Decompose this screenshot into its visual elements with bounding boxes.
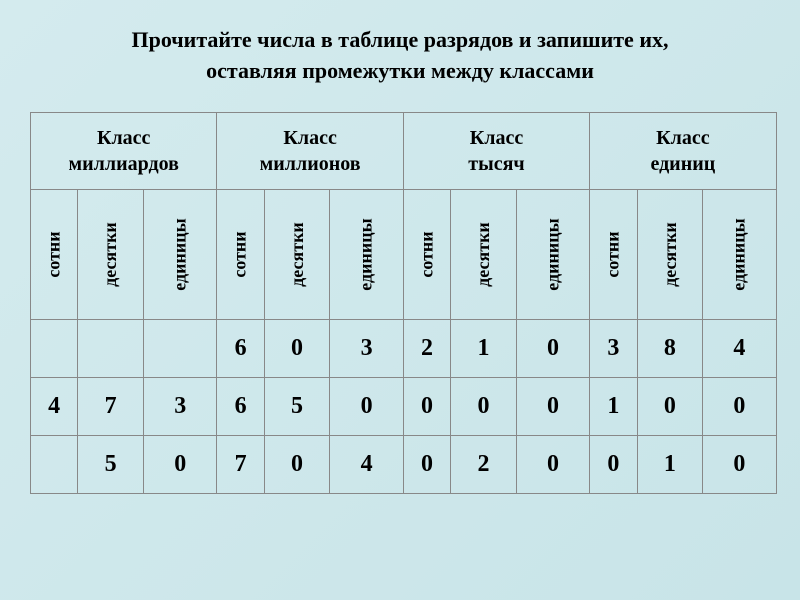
rank-cell: единицы bbox=[330, 189, 403, 319]
title-line-1: Прочитайте числа в таблице разрядов и за… bbox=[132, 27, 669, 52]
digit-cell: 4 bbox=[703, 319, 776, 377]
digit-cell: 1 bbox=[590, 377, 637, 435]
digit-cell bbox=[78, 319, 144, 377]
digit-cell bbox=[143, 319, 216, 377]
digit-cell: 2 bbox=[451, 435, 517, 493]
rank-cell: десятки bbox=[637, 189, 703, 319]
digit-cell: 3 bbox=[590, 319, 637, 377]
digit-cell: 4 bbox=[31, 377, 78, 435]
digit-cell: 0 bbox=[637, 377, 703, 435]
digit-cell: 0 bbox=[516, 377, 589, 435]
digit-cell bbox=[31, 319, 78, 377]
rank-cell: сотни bbox=[217, 189, 264, 319]
rank-cell: единицы bbox=[516, 189, 589, 319]
title-line-2: оставляя промежутки между классами bbox=[206, 58, 594, 83]
digit-cell: 0 bbox=[590, 435, 637, 493]
digit-cell: 5 bbox=[264, 377, 330, 435]
rank-cell: сотни bbox=[31, 189, 78, 319]
digit-cell: 0 bbox=[330, 377, 403, 435]
rank-cell: сотни bbox=[590, 189, 637, 319]
digit-cell: 0 bbox=[403, 435, 450, 493]
rank-cell: десятки bbox=[451, 189, 517, 319]
digit-cell: 1 bbox=[637, 435, 703, 493]
rank-cell: сотни bbox=[403, 189, 450, 319]
digit-cell: 0 bbox=[703, 435, 776, 493]
place-value-table: Класс миллиардов Класс миллионов Класс т… bbox=[30, 112, 777, 494]
rank-header-row: сотни десятки единицы сотни десятки един… bbox=[31, 189, 777, 319]
digit-cell: 3 bbox=[143, 377, 216, 435]
digit-cell: 6 bbox=[217, 377, 264, 435]
class-thousands: Класс тысяч bbox=[403, 112, 589, 189]
digit-cell bbox=[31, 435, 78, 493]
digit-cell: 3 bbox=[330, 319, 403, 377]
rank-cell: единицы bbox=[143, 189, 216, 319]
digit-cell: 0 bbox=[264, 319, 330, 377]
digit-cell: 1 bbox=[451, 319, 517, 377]
data-row: 5 0 7 0 4 0 2 0 0 1 0 bbox=[31, 435, 777, 493]
data-row: 4 7 3 6 5 0 0 0 0 1 0 0 bbox=[31, 377, 777, 435]
class-units: Класс единиц bbox=[590, 112, 776, 189]
digit-cell: 0 bbox=[143, 435, 216, 493]
digit-cell: 5 bbox=[78, 435, 144, 493]
rank-cell: десятки bbox=[264, 189, 330, 319]
class-billions: Класс миллиардов bbox=[31, 112, 217, 189]
rank-cell: десятки bbox=[78, 189, 144, 319]
rank-cell: единицы bbox=[703, 189, 776, 319]
digit-cell: 7 bbox=[78, 377, 144, 435]
page-title: Прочитайте числа в таблице разрядов и за… bbox=[30, 25, 770, 87]
class-header-row: Класс миллиардов Класс миллионов Класс т… bbox=[31, 112, 777, 189]
digit-cell: 0 bbox=[403, 377, 450, 435]
digit-cell: 7 bbox=[217, 435, 264, 493]
digit-cell: 0 bbox=[703, 377, 776, 435]
digit-cell: 8 bbox=[637, 319, 703, 377]
digit-cell: 0 bbox=[264, 435, 330, 493]
digit-cell: 0 bbox=[451, 377, 517, 435]
digit-cell: 4 bbox=[330, 435, 403, 493]
digit-cell: 2 bbox=[403, 319, 450, 377]
class-millions: Класс миллионов bbox=[217, 112, 403, 189]
digit-cell: 0 bbox=[516, 435, 589, 493]
digit-cell: 0 bbox=[516, 319, 589, 377]
data-row: 6 0 3 2 1 0 3 8 4 bbox=[31, 319, 777, 377]
digit-cell: 6 bbox=[217, 319, 264, 377]
